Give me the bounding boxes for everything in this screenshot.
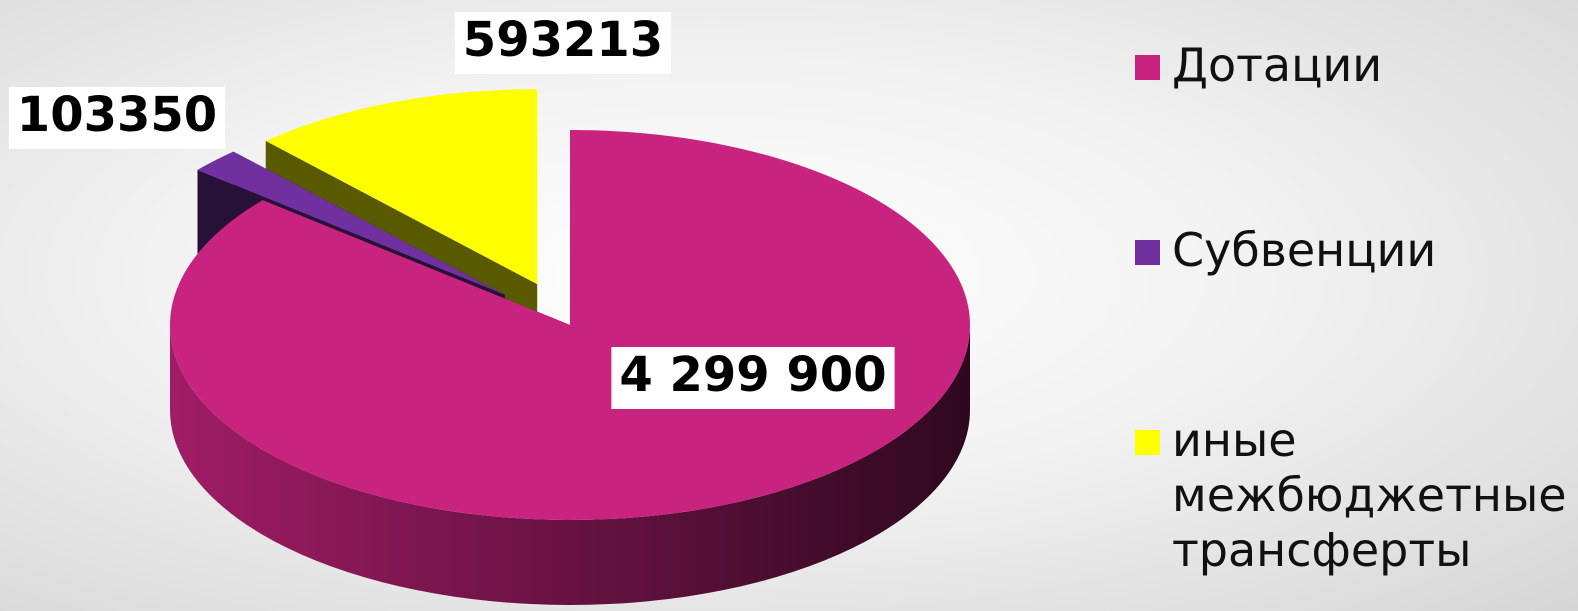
legend-swatch: [1135, 430, 1160, 455]
value-label-box: [611, 347, 895, 409]
slice-group: [170, 130, 971, 605]
value-label-box: [8, 87, 226, 149]
value-label: 4 299 900: [619, 347, 886, 403]
legend-label: Дотации: [1172, 38, 1383, 92]
legend-swatch: [1135, 240, 1160, 265]
pie-slice: [265, 89, 538, 285]
legend-label: Субвенции: [1172, 223, 1437, 277]
legend-label: иные межбюджетные трансферты: [1172, 413, 1567, 577]
legend-item: Дотации: [1135, 38, 1572, 93]
slice-wall: [170, 325, 970, 605]
legend-item: Субвенции: [1135, 223, 1572, 278]
legend-item: иные межбюджетные трансферты: [1135, 413, 1572, 578]
value-label-box: [454, 12, 672, 74]
value-label: 593213: [463, 12, 663, 68]
legend-swatch: [1135, 55, 1160, 80]
value-label: 103350: [17, 87, 217, 143]
pie-slice: [170, 130, 971, 520]
pie-slice: [197, 151, 505, 295]
